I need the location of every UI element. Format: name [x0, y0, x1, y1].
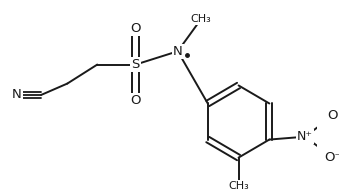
Text: CH₃: CH₃: [228, 181, 249, 190]
Text: O⁻: O⁻: [324, 151, 339, 164]
Text: O: O: [328, 109, 338, 122]
Text: CH₃: CH₃: [191, 14, 212, 24]
Text: N: N: [173, 45, 183, 58]
Text: S: S: [132, 58, 140, 71]
Text: O: O: [131, 94, 141, 107]
Text: N: N: [12, 88, 22, 101]
Text: N⁺: N⁺: [297, 130, 313, 143]
Text: O: O: [131, 22, 141, 35]
